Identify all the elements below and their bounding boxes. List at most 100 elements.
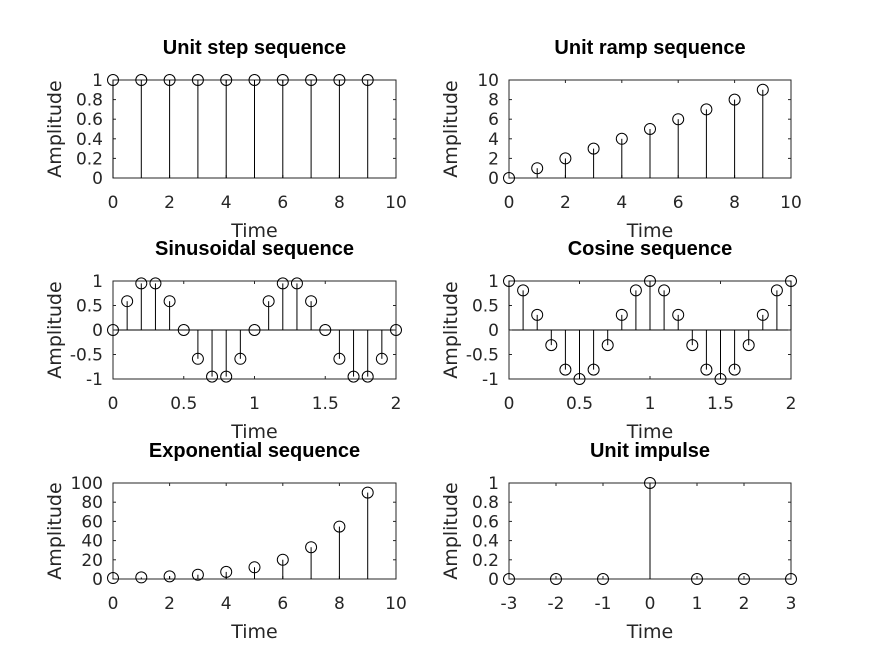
x-tick-label: 8: [729, 193, 740, 213]
stem-marker: [135, 74, 148, 86]
stem-marker: [333, 74, 346, 86]
x-tick-label: 8: [334, 594, 345, 614]
stem-marker: [107, 324, 119, 336]
x-tick-label: 0.5: [170, 394, 197, 414]
y-tick-label: 6: [488, 110, 499, 130]
stem-marker: [517, 284, 530, 297]
stem-marker: [305, 541, 318, 554]
x-tick-label: 10: [780, 193, 802, 213]
x-tick-label: 4: [221, 193, 232, 213]
y-tick-label: 0.5: [472, 297, 499, 317]
x-tick-label: 10: [385, 193, 407, 213]
stem-marker: [644, 275, 656, 287]
stem-marker: [559, 363, 572, 376]
x-tick-label: 3: [786, 594, 797, 614]
stem-marker: [234, 352, 247, 365]
stem-marker: [770, 284, 783, 297]
x-tick-label: 1: [645, 394, 656, 414]
stem-marker: [728, 363, 741, 376]
stem-marker: [177, 324, 190, 336]
stem-marker: [550, 573, 562, 585]
subplot-3: 0 0.5 1 1.5 2 -1 -0.5 0 0.5 1 Sinusoidal sequence T…: [44, 238, 402, 443]
stem-marker: [163, 74, 176, 86]
x-axis-label: Time: [230, 220, 278, 242]
x-tick-label: 0: [504, 394, 515, 414]
stem-marker: [615, 132, 628, 145]
stem-marker: [107, 74, 119, 86]
y-tick-label: 2: [488, 149, 499, 169]
y-tick-label: 60: [81, 512, 103, 532]
x-tick-label: 10: [385, 594, 407, 614]
y-tick-label: 0: [488, 169, 499, 189]
stem-marker: [361, 74, 374, 86]
y-tick-label: 0.2: [472, 551, 499, 571]
stem-marker: [319, 324, 332, 336]
subplot-title: Unit ramp sequence: [554, 37, 745, 59]
x-tick-label: 6: [277, 594, 288, 614]
x-tick-label: 1.5: [312, 394, 339, 414]
y-tick-label: 0.8: [76, 91, 103, 111]
stem-marker: [135, 277, 148, 290]
x-tick-label: 1.5: [707, 394, 734, 414]
y-tick-label: 0: [92, 169, 103, 189]
y-tick-label: 0.4: [76, 130, 103, 150]
stem-marker: [191, 352, 204, 365]
stem-marker: [220, 565, 233, 578]
x-tick-label: 4: [616, 193, 627, 213]
y-axis-label: Amplitude: [440, 80, 462, 177]
stem-marker: [587, 363, 600, 376]
y-tick-label: 0: [488, 570, 499, 590]
stem-marker: [503, 172, 515, 184]
stem-marker: [107, 572, 119, 585]
y-tick-label: 0.8: [472, 493, 499, 513]
subplot-4: 0 0.5 1 1.5 2 -1 -0.5 0 0.5 1 Cosine sequence Time A…: [440, 238, 797, 443]
x-tick-label: 2: [786, 394, 797, 414]
stem-marker: [559, 152, 572, 165]
stem-marker: [248, 561, 261, 574]
stem-marker: [756, 83, 769, 96]
stem-marker: [686, 339, 699, 352]
stem-marker: [601, 339, 614, 352]
x-tick-label: 6: [673, 193, 684, 213]
y-axis-label: Amplitude: [44, 482, 66, 579]
x-tick-label: 0: [108, 594, 119, 614]
stem-marker: [305, 74, 318, 86]
stem-marker: [714, 373, 727, 385]
stem-marker: [290, 277, 303, 290]
y-axis-label: Amplitude: [440, 281, 462, 378]
y-tick-label: 0.2: [76, 149, 103, 169]
stem-marker: [390, 324, 402, 336]
stem-marker: [597, 573, 609, 585]
stem-marker: [700, 103, 713, 116]
stem-marker: [644, 477, 656, 489]
y-tick-label: 1: [92, 272, 103, 292]
stem-marker: [658, 284, 671, 297]
y-tick-label: 0.5: [76, 297, 103, 317]
stem-marker: [644, 123, 656, 135]
y-tick-label: 0: [92, 570, 103, 590]
stem-marker: [629, 284, 642, 297]
axes-box: [112, 482, 397, 580]
x-axis-label: Time: [230, 621, 278, 643]
stem-marker: [276, 277, 289, 290]
subplot-title: Exponential sequence: [149, 440, 360, 462]
x-tick-label: 0: [108, 193, 119, 213]
stem-marker: [163, 570, 176, 583]
x-tick-label: 1: [692, 594, 703, 614]
stem-marker: [672, 113, 685, 126]
y-tick-label: 0: [488, 321, 499, 341]
stem-marker: [503, 275, 515, 287]
stem-marker: [785, 275, 797, 287]
stem-marker: [587, 142, 600, 155]
y-tick-label: -1: [86, 370, 103, 390]
y-tick-label: 100: [71, 474, 103, 494]
stem-marker: [375, 352, 388, 365]
stem-marker: [135, 571, 148, 584]
y-tick-label: 0.4: [472, 532, 499, 552]
stem-marker: [276, 553, 289, 566]
y-tick-label: 8: [488, 91, 499, 111]
stem-marker: [347, 370, 360, 383]
y-axis-label: Amplitude: [440, 482, 462, 579]
subplot-title: Cosine sequence: [568, 238, 733, 260]
x-tick-label: 4: [221, 594, 232, 614]
